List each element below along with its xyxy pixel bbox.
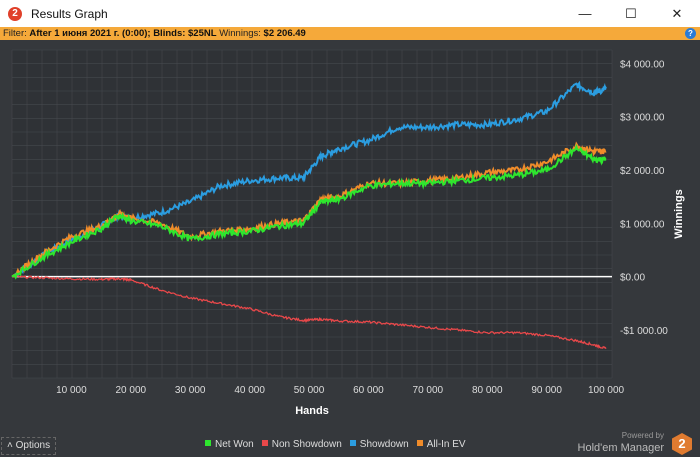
- x-tick-label: 10 000: [56, 385, 87, 396]
- legend-swatch: [416, 440, 423, 446]
- winnings-value: $2 206.49: [263, 28, 306, 39]
- x-tick-label: 80 000: [472, 385, 503, 396]
- brand-logo-icon: 2: [672, 433, 692, 455]
- filter-value: After 1 июня 2021 г. (0:00); Blinds: $25…: [29, 28, 217, 39]
- winnings-label: Winnings:: [219, 28, 261, 39]
- brand-label: Hold'em Manager: [577, 442, 664, 454]
- legend-label: Net Won: [215, 439, 254, 450]
- x-tick-label: 70 000: [413, 385, 444, 396]
- x-tick-label: 50 000: [294, 385, 325, 396]
- options-button[interactable]: ˄ Options: [1, 437, 56, 455]
- x-tick-label: 90 000: [531, 385, 562, 396]
- x-tick-label: 20 000: [116, 385, 147, 396]
- legend-item[interactable]: All-In EV: [416, 439, 466, 450]
- y-tick-label: $0.00: [620, 273, 645, 284]
- results-chart: 10 000 20 000 30 000 40 000 50 000 60 000 70 0…: [11, 49, 685, 417]
- legend-item[interactable]: Net Won: [205, 439, 254, 450]
- legend-swatch: [261, 440, 268, 446]
- legend-label: Non Showdown: [271, 439, 342, 450]
- y-tick-label: $2 000.00: [620, 166, 665, 177]
- y-tick-label: $4 000.00: [620, 59, 665, 70]
- x-tick-label: 40 000: [234, 385, 265, 396]
- y-tick-label: $3 000.00: [620, 113, 665, 124]
- series-line-non-showdown: [12, 275, 607, 350]
- x-axis-label: Hands: [295, 405, 329, 417]
- help-icon[interactable]: ?: [685, 28, 696, 39]
- title-bar: 2 Results Graph — ☐ ✕: [0, 0, 700, 27]
- close-button[interactable]: ✕: [671, 5, 683, 21]
- filter-label: Filter:: [3, 28, 27, 39]
- x-tick-label: 30 000: [175, 385, 206, 396]
- minimize-button[interactable]: —: [578, 6, 592, 21]
- powered-by-label: Powered by: [621, 431, 664, 440]
- options-label: Options: [15, 440, 51, 451]
- y-tick-label: -$1 000.00: [620, 326, 668, 337]
- x-tick-label: 60 000: [353, 385, 384, 396]
- legend-item[interactable]: Showdown: [349, 439, 409, 450]
- legend: Net Won Non Showdown Showdown All-In EV: [205, 439, 466, 450]
- legend-label: All-In EV: [426, 439, 466, 450]
- maximize-button[interactable]: ☐: [625, 5, 637, 21]
- legend-item[interactable]: Non Showdown: [261, 439, 342, 450]
- legend-label: Showdown: [359, 439, 409, 450]
- filter-bar: Filter: After 1 июня 2021 г. (0:00); Bli…: [0, 27, 700, 40]
- x-tick-label: 100 000: [588, 385, 625, 396]
- y-tick-label: $1 000.00: [620, 219, 665, 230]
- y-axis-label: Winnings: [673, 189, 685, 238]
- legend-swatch: [205, 440, 211, 446]
- window-title: Results Graph: [31, 6, 108, 21]
- legend-swatch: [349, 440, 356, 446]
- app-logo-icon: 2: [8, 6, 22, 21]
- series-line-net-won: [11, 143, 607, 280]
